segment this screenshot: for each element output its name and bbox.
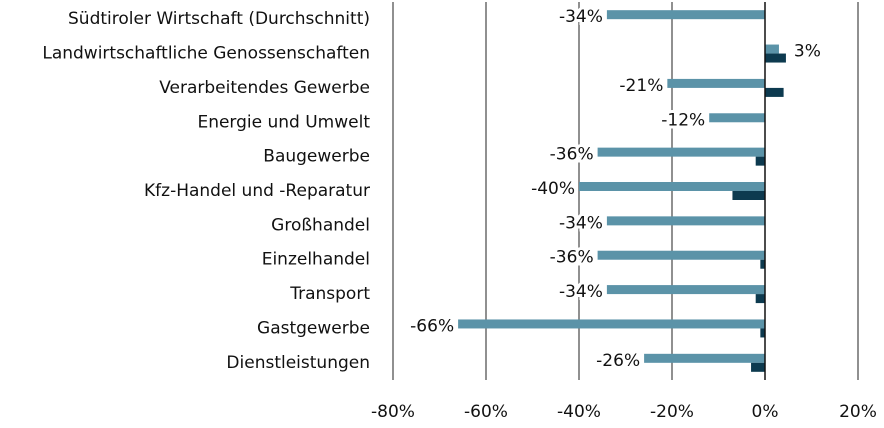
value-label: -21%: [619, 76, 663, 96]
bar: [755, 156, 765, 166]
value-label: 3%: [794, 42, 821, 62]
bar: [458, 319, 765, 329]
bar: [597, 147, 765, 157]
bar: [765, 87, 784, 97]
x-tick-label: -20%: [650, 402, 694, 422]
category-label: Großhandel: [271, 215, 370, 235]
category-label: Einzelhandel: [262, 250, 370, 270]
x-tick-label: 20%: [839, 402, 877, 422]
value-label: -12%: [661, 110, 705, 130]
bar: [606, 285, 765, 295]
value-label: -36%: [550, 248, 594, 268]
bar: [667, 78, 765, 88]
category-label: Energie und Umwelt: [197, 112, 370, 132]
x-tick-label: -40%: [557, 402, 601, 422]
bar: [755, 294, 765, 304]
x-tick-label: 0%: [752, 402, 779, 422]
value-label: -34%: [559, 7, 603, 27]
x-tick-label: -60%: [464, 402, 508, 422]
category-label: Kfz-Handel und -Reparatur: [144, 181, 370, 201]
value-label: -36%: [550, 145, 594, 165]
bar: [709, 113, 765, 123]
category-label: Südtiroler Wirtschaft (Durchschnitt): [68, 9, 370, 29]
category-label: Landwirtschaftliche Genossenschaften: [42, 44, 370, 64]
value-label: -34%: [559, 282, 603, 302]
category-label: Gastgewerbe: [257, 318, 370, 338]
x-tick-label: -80%: [371, 402, 415, 422]
bar: [579, 182, 765, 191]
bar: [760, 259, 765, 269]
bar: [644, 353, 765, 363]
bar: [606, 10, 765, 20]
value-label: -26%: [596, 351, 640, 371]
category-label: Verarbeitendes Gewerbe: [159, 78, 370, 98]
bar: [751, 362, 765, 372]
value-label: -40%: [531, 179, 575, 199]
category-label: Baugewerbe: [263, 147, 370, 167]
category-label: Dienstleistungen: [226, 353, 370, 373]
value-label: -34%: [559, 213, 603, 233]
bar: [760, 328, 765, 338]
bar: [606, 216, 765, 226]
bar: [765, 44, 779, 54]
bar: [765, 53, 786, 63]
bar: [732, 191, 765, 200]
value-label: -66%: [410, 316, 454, 336]
category-label: Transport: [289, 284, 370, 304]
bar: [597, 250, 765, 260]
